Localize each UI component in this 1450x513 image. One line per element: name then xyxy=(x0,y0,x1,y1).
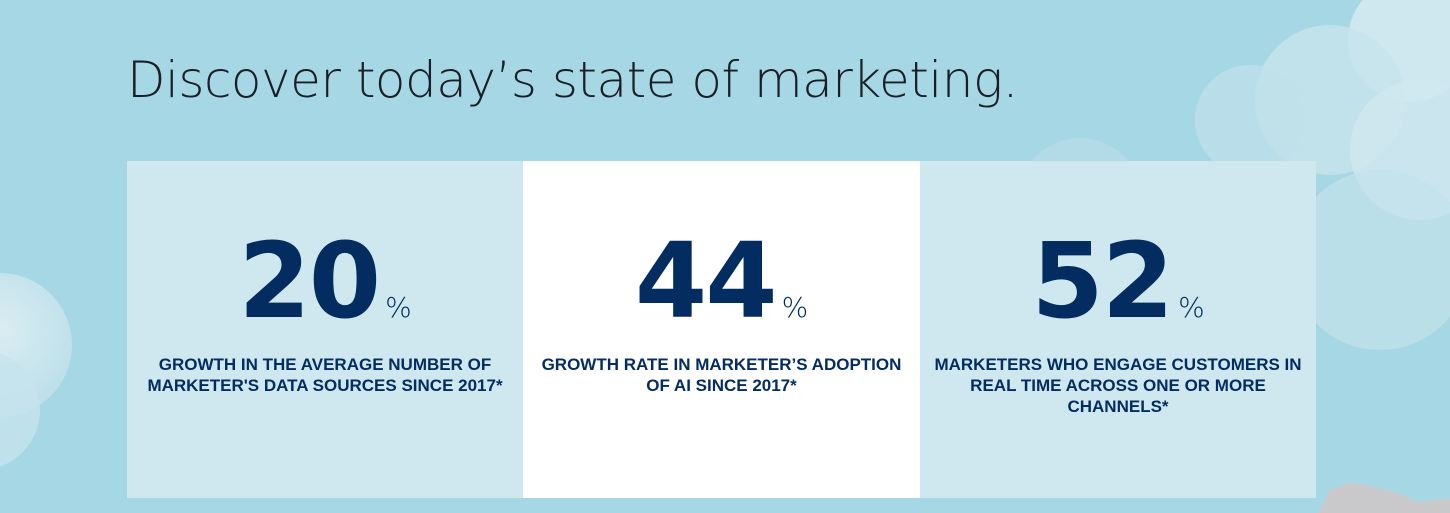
stat-card-data-sources: 20% GROWTH IN THE AVERAGE NUMBER OF MARK… xyxy=(127,161,523,498)
stat-caption-line: GROWTH IN THE AVERAGE NUMBER OF xyxy=(158,355,492,374)
stat-number: 44 xyxy=(634,220,778,342)
stat-value: 52% xyxy=(920,221,1316,341)
stat-caption-line: OF AI SINCE 2017* xyxy=(646,376,797,395)
stat-caption-line: MARKETER'S DATA SOURCES SINCE 2017* xyxy=(147,376,503,395)
stat-unit: % xyxy=(385,291,412,324)
stat-caption: GROWTH IN THE AVERAGE NUMBER OF MARKETER… xyxy=(127,354,523,396)
stat-caption-line: MARKETERS WHO ENGAGE CUSTOMERS IN xyxy=(934,355,1302,374)
stat-card-real-time-engagement: 52% MARKETERS WHO ENGAGE CUSTOMERS IN RE… xyxy=(920,161,1316,498)
stat-unit: % xyxy=(781,291,809,324)
stat-number: 20 xyxy=(238,220,381,342)
stat-caption-line: GROWTH RATE IN MARKETER’S ADOPTION xyxy=(541,355,902,374)
stat-card-ai-adoption: 44% GROWTH RATE IN MARKETER’S ADOPTION O… xyxy=(523,161,920,498)
stat-caption: MARKETERS WHO ENGAGE CUSTOMERS IN REAL T… xyxy=(920,354,1316,417)
stats-panel: 20% GROWTH IN THE AVERAGE NUMBER OF MARK… xyxy=(127,161,1316,498)
stat-number: 52 xyxy=(1031,220,1174,342)
stat-caption-line: REAL TIME ACROSS ONE OR MORE xyxy=(970,376,1266,395)
stat-caption: GROWTH RATE IN MARKETER’S ADOPTION OF AI… xyxy=(523,354,920,396)
page-headline: Discover today’s state of marketing. xyxy=(127,51,1018,109)
stat-unit: % xyxy=(1178,291,1205,324)
stat-caption-line: CHANNELS* xyxy=(1067,397,1169,416)
stat-value: 44% xyxy=(523,221,920,341)
rock xyxy=(1318,482,1450,513)
stat-value: 20% xyxy=(127,221,523,341)
